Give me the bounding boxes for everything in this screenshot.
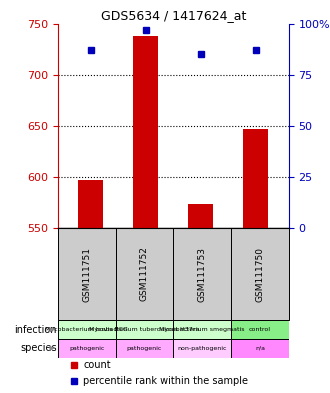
Text: pathogenic: pathogenic <box>69 346 104 351</box>
Text: GSM111751: GSM111751 <box>82 246 91 301</box>
Text: GSM111752: GSM111752 <box>140 246 149 301</box>
Text: Mycobacterium tuberculosis H37ra: Mycobacterium tuberculosis H37ra <box>89 327 200 332</box>
Text: GSM111750: GSM111750 <box>255 246 264 301</box>
Text: species: species <box>20 343 57 353</box>
Text: Mycobacterium bovis BCG: Mycobacterium bovis BCG <box>45 327 128 332</box>
Bar <box>58 228 115 320</box>
Bar <box>58 339 115 358</box>
Bar <box>231 228 289 320</box>
Text: control: control <box>249 327 271 332</box>
Bar <box>173 228 231 320</box>
Text: count: count <box>83 360 111 371</box>
Bar <box>173 339 231 358</box>
Bar <box>188 204 213 228</box>
Bar <box>231 320 289 339</box>
Title: GDS5634 / 1417624_at: GDS5634 / 1417624_at <box>101 9 246 22</box>
Bar <box>58 320 115 339</box>
Bar <box>115 320 173 339</box>
Text: n/a: n/a <box>255 346 265 351</box>
Text: infection: infection <box>14 325 57 335</box>
Bar <box>231 339 289 358</box>
Text: GSM111753: GSM111753 <box>198 246 207 301</box>
Bar <box>115 339 173 358</box>
Text: pathogenic: pathogenic <box>127 346 162 351</box>
Text: non-pathogenic: non-pathogenic <box>178 346 227 351</box>
Bar <box>133 36 158 228</box>
Text: Mycobacterium smegmatis: Mycobacterium smegmatis <box>159 327 245 332</box>
Bar <box>173 320 231 339</box>
Bar <box>115 228 173 320</box>
Text: percentile rank within the sample: percentile rank within the sample <box>83 376 248 386</box>
Bar <box>244 129 268 228</box>
Bar <box>79 180 103 228</box>
